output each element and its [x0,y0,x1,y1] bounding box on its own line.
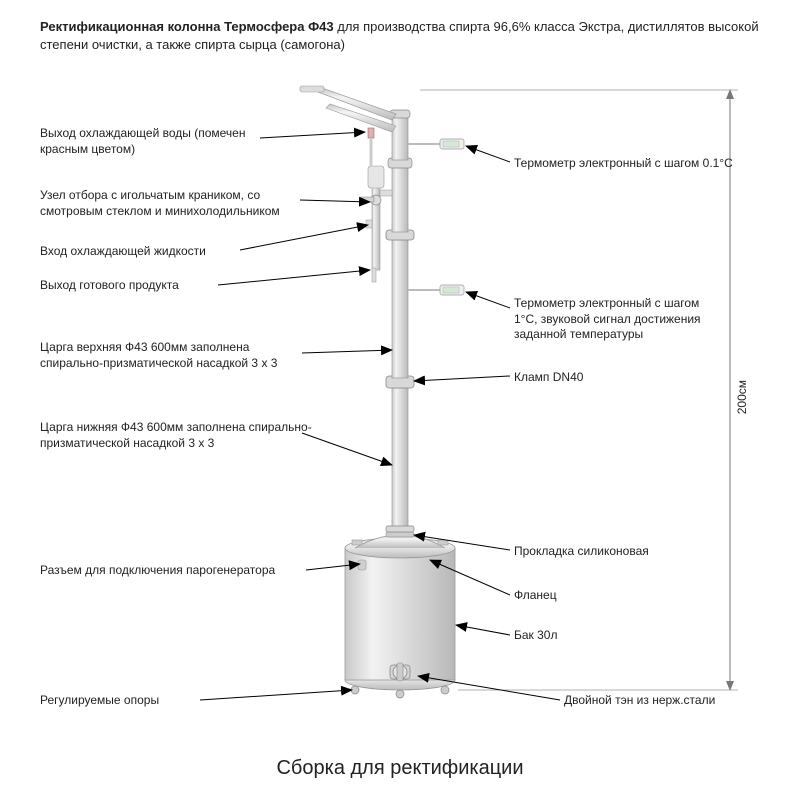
dimension-label: 200см [735,380,749,414]
thermometer-mid [408,285,464,295]
column [386,110,414,532]
title: Ректификационная колонна Термосфера Ф43 … [40,18,760,53]
label-right-0: Термометр электронный с шагом 0.1°C [514,156,744,172]
label-right-6: Двойной тэн из нерж.стали [564,693,764,709]
label-left-3: Выход готового продукта [40,278,230,294]
tank [345,526,455,698]
bottom-title: Сборка для ректификации [0,757,800,780]
thermometer-top [408,139,464,149]
label-left-6: Разъем для подключения парогенератора [40,563,320,579]
label-left-7: Регулируемые опоры [40,693,210,709]
top-arm [300,86,396,132]
label-left-1: Узел отбора с игольчатым краником, со см… [40,188,308,219]
diagram-area: Выход охлаждающей воды (помечен красным … [0,70,800,750]
label-right-3: Прокладка силиконовая [514,544,714,560]
selection-node [360,128,392,282]
label-left-5: Царга нижняя Ф43 600мм заполнена спираль… [40,420,312,451]
label-left-0: Выход охлаждающей воды (помечен красным … [40,126,270,157]
label-left-2: Вход охлаждающей жидкости [40,244,250,260]
label-right-5: Бак 30л [514,628,664,644]
label-right-4: Фланец [514,588,664,604]
apparatus-svg [0,70,800,750]
label-left-4: Царга верхняя Ф43 600мм заполнена спирал… [40,340,312,371]
label-right-2: Кламп DN40 [514,370,694,386]
label-right-1: Термометр электронный с шагом 1°C, звуко… [514,296,724,343]
title-bold: Ректификационная колонна Термосфера Ф43 [40,19,334,34]
